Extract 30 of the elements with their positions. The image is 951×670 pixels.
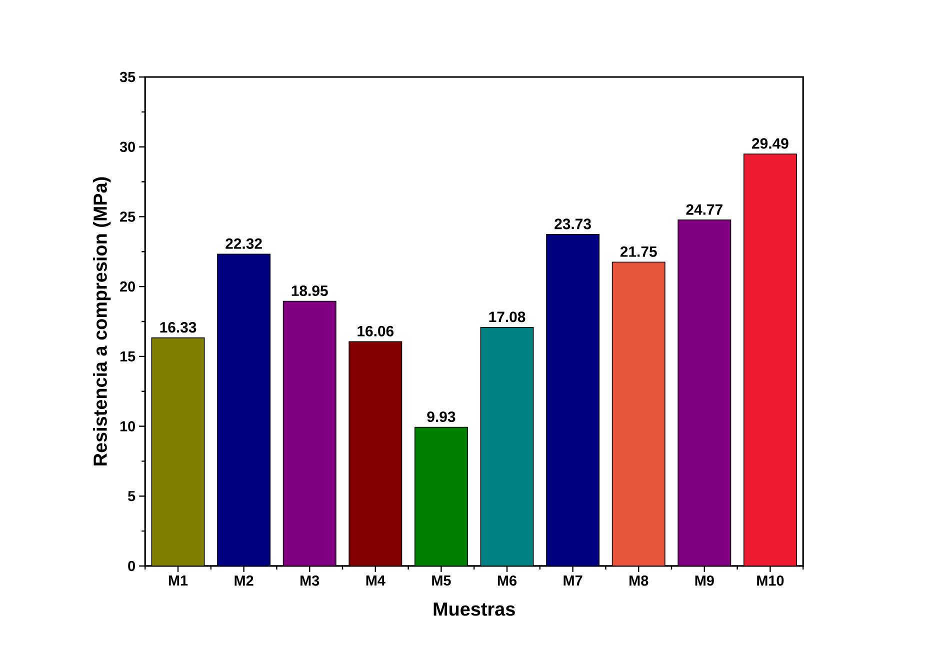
y-tick-label: 25 <box>120 212 136 222</box>
x-tick-label: M5 <box>432 576 451 586</box>
x-tick-label: M3 <box>300 576 320 586</box>
data-label: 16.06 <box>358 326 394 336</box>
data-label: 21.75 <box>620 246 657 257</box>
y-tick-label: 10 <box>120 421 136 432</box>
x-axis-title: Muestras <box>434 602 515 616</box>
x-tick-label: M2 <box>234 576 254 586</box>
y-axis-title: Resistencia a compresion (MPa) <box>93 177 111 466</box>
x-tick-label: M6 <box>498 576 517 586</box>
x-tick-label: M8 <box>630 576 648 586</box>
y-tick-label: 15 <box>120 351 136 362</box>
data-label: 18.95 <box>292 285 328 296</box>
y-tick-label: 20 <box>120 281 136 292</box>
data-label: 22.32 <box>226 238 262 249</box>
y-tick-label: 30 <box>120 142 136 152</box>
data-label: 24.77 <box>686 204 722 215</box>
data-label: 9.93 <box>427 411 456 422</box>
data-label: 16.33 <box>160 322 196 333</box>
y-tick-label: 0 <box>128 560 136 572</box>
y-tick-label: 35 <box>120 72 136 82</box>
data-label: 29.49 <box>752 138 788 149</box>
y-tick-label: 5 <box>128 491 136 502</box>
data-label: 17.08 <box>489 312 526 322</box>
x-tick-label: M10 <box>757 576 784 586</box>
x-tick-label: M7 <box>564 576 582 586</box>
x-tick-label: M9 <box>695 576 714 586</box>
data-label: 23.73 <box>554 218 591 230</box>
x-tick-label: M1 <box>168 576 188 586</box>
x-tick-label: M4 <box>366 576 386 586</box>
